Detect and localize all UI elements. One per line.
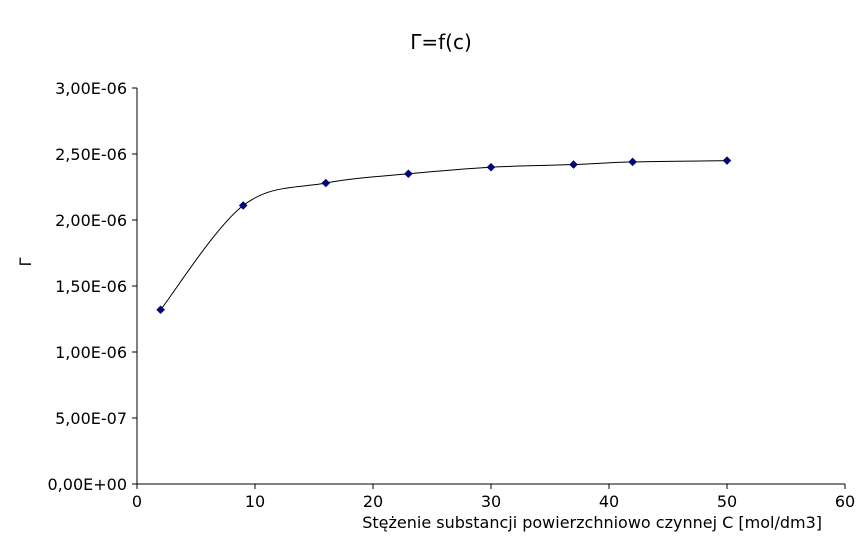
data-point: [486, 162, 496, 172]
x-axis-ticks: 0 10 20 30 40 50 60: [132, 484, 855, 511]
y-tick-label: 5,00E-07: [55, 409, 127, 428]
data-point: [628, 157, 637, 167]
x-tick-label: 0: [132, 492, 142, 511]
data-point: [569, 160, 578, 169]
y-tick-label: 0,00E+00: [48, 475, 128, 494]
x-tick-label: 60: [835, 492, 855, 511]
chart-title: Γ=f(c): [410, 30, 472, 54]
y-tick-label: 2,50E-06: [55, 145, 127, 164]
x-tick-label: 20: [363, 492, 383, 511]
data-point: [156, 305, 165, 315]
x-tick-label: 50: [717, 492, 737, 511]
y-tick-label: 1,00E-06: [55, 343, 127, 362]
x-axis-label: Stężenie substancji powierzchniowo czynn…: [362, 513, 822, 532]
data-point: [404, 169, 413, 179]
trend-line: [160, 160, 728, 311]
data-point: [238, 201, 248, 210]
data-point: [321, 178, 331, 188]
y-tick-label: 1,50E-06: [55, 277, 127, 296]
data-point: [722, 156, 732, 165]
y-axis-ticks: 0,00E+00 5,00E-07 1,00E-06 1,50E-06 2,00E-06…: [48, 79, 137, 494]
y-tick-label: 2,00E-06: [55, 211, 127, 230]
axes: [136, 88, 845, 485]
y-tick-label: 3,00E-06: [55, 79, 127, 98]
data-markers: [156, 156, 732, 315]
x-tick-label: 40: [599, 492, 619, 511]
x-tick-label: 10: [245, 492, 265, 511]
x-tick-label: 30: [481, 492, 501, 511]
y-axis-label: Γ: [16, 257, 35, 266]
